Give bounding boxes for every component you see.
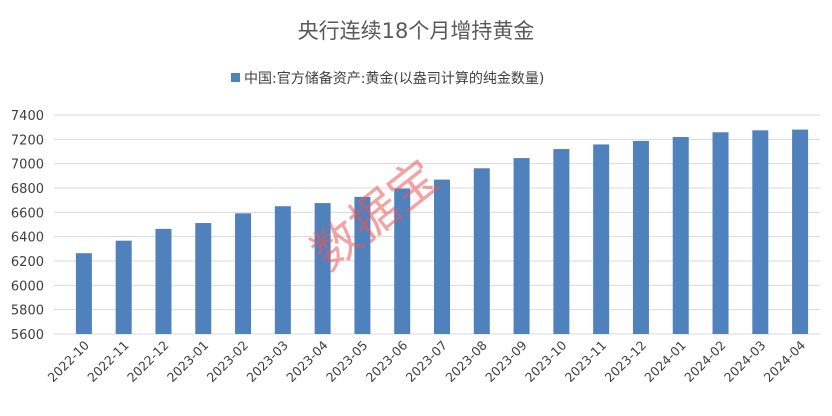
x-tick-label: 2023-06 [363, 337, 411, 385]
bar [314, 203, 331, 334]
y-tick-label: 6400 [11, 231, 44, 246]
bar [473, 168, 490, 334]
x-tick-label: 2024-04 [761, 337, 809, 385]
bar [274, 206, 291, 334]
x-tick-label: 2023-07 [403, 338, 451, 386]
bar [394, 188, 411, 334]
y-tick-label: 6000 [11, 279, 44, 294]
bar [75, 253, 92, 334]
bar [752, 130, 769, 334]
bar [115, 240, 132, 334]
x-tick-label: 2023-01 [164, 338, 212, 386]
y-tick-label: 7400 [11, 109, 44, 124]
chart-title: 央行连续18个月增持黄金 [298, 19, 535, 43]
bar [712, 132, 729, 334]
y-tick-label: 6200 [11, 255, 44, 270]
bar [354, 196, 371, 334]
x-tick-label: 2024-02 [681, 338, 729, 386]
bar [434, 179, 450, 334]
x-tick-label: 2023-10 [522, 337, 570, 385]
y-tick-label: 7000 [11, 158, 44, 173]
x-tick-label: 2023-03 [243, 338, 291, 386]
x-tick-label: 2023-08 [442, 337, 490, 385]
bar [593, 144, 610, 334]
x-tick-label: 2024-01 [641, 338, 689, 386]
y-tick-label: 6800 [11, 182, 44, 197]
x-tick-label: 2023-04 [283, 337, 331, 385]
legend-label: 中国:官方储备资产:黄金(以盎司计算的纯金数量) [244, 70, 544, 87]
x-tick-label: 2022-11 [84, 338, 132, 386]
x-tick-label: 2024-03 [721, 338, 769, 386]
y-tick-label: 5600 [11, 328, 44, 343]
x-tick-label: 2022-12 [124, 338, 172, 386]
x-tick-label: 2023-02 [204, 338, 252, 386]
y-tick-label: 5800 [11, 304, 44, 319]
y-tick-label: 6600 [11, 206, 44, 221]
bar [235, 213, 252, 334]
x-tick-label: 2022-10 [44, 337, 92, 385]
x-tick-label: 2023-05 [323, 338, 371, 386]
x-tick-label: 2023-09 [482, 337, 530, 385]
bar [195, 223, 212, 334]
bar [155, 228, 172, 334]
x-tick-label: 2023-11 [562, 338, 610, 386]
bar [553, 149, 570, 334]
legend: 中国:官方储备资产:黄金(以盎司计算的纯金数量) [231, 70, 544, 87]
bar [632, 140, 649, 334]
bar [792, 129, 809, 334]
bar [672, 137, 689, 334]
bar [513, 158, 530, 334]
legend-swatch [231, 73, 240, 82]
x-tick-label: 2023-12 [602, 338, 650, 386]
y-tick-label: 7200 [11, 133, 44, 148]
